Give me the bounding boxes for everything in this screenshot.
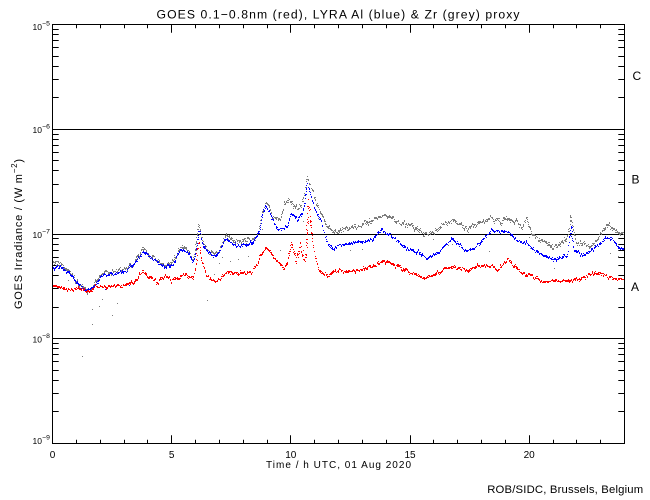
svg-text:GOES 0.1−0.8nm (red), LYRA Al: GOES 0.1−0.8nm (red), LYRA Al (blue) & Z… [157, 8, 521, 22]
svg-text:5: 5 [169, 450, 175, 461]
svg-text:B: B [632, 173, 640, 187]
svg-text:A: A [631, 280, 639, 294]
svg-text:ROB/SIDC, Brussels, Belgium: ROB/SIDC, Brussels, Belgium [487, 484, 643, 496]
svg-text:−5: −5 [42, 21, 50, 28]
svg-text:10: 10 [33, 335, 43, 345]
svg-text:GOES Irradiance / (W m−2): GOES Irradiance / (W m−2) [10, 159, 25, 309]
svg-text:10: 10 [285, 450, 297, 461]
svg-text:0: 0 [50, 450, 56, 461]
svg-text:C: C [633, 69, 642, 83]
svg-text:−7: −7 [42, 228, 50, 235]
svg-text:15: 15 [404, 450, 416, 461]
svg-text:−8: −8 [42, 333, 50, 340]
svg-text:Time / h UTC, 01 Aug 2020: Time / h UTC, 01 Aug 2020 [266, 460, 411, 471]
svg-text:10: 10 [33, 436, 43, 446]
svg-text:10: 10 [33, 125, 43, 135]
svg-text:−9: −9 [42, 434, 50, 441]
svg-text:20: 20 [524, 450, 536, 461]
svg-text:−6: −6 [42, 124, 50, 131]
svg-text:10: 10 [33, 230, 43, 240]
svg-text:10: 10 [33, 22, 43, 32]
